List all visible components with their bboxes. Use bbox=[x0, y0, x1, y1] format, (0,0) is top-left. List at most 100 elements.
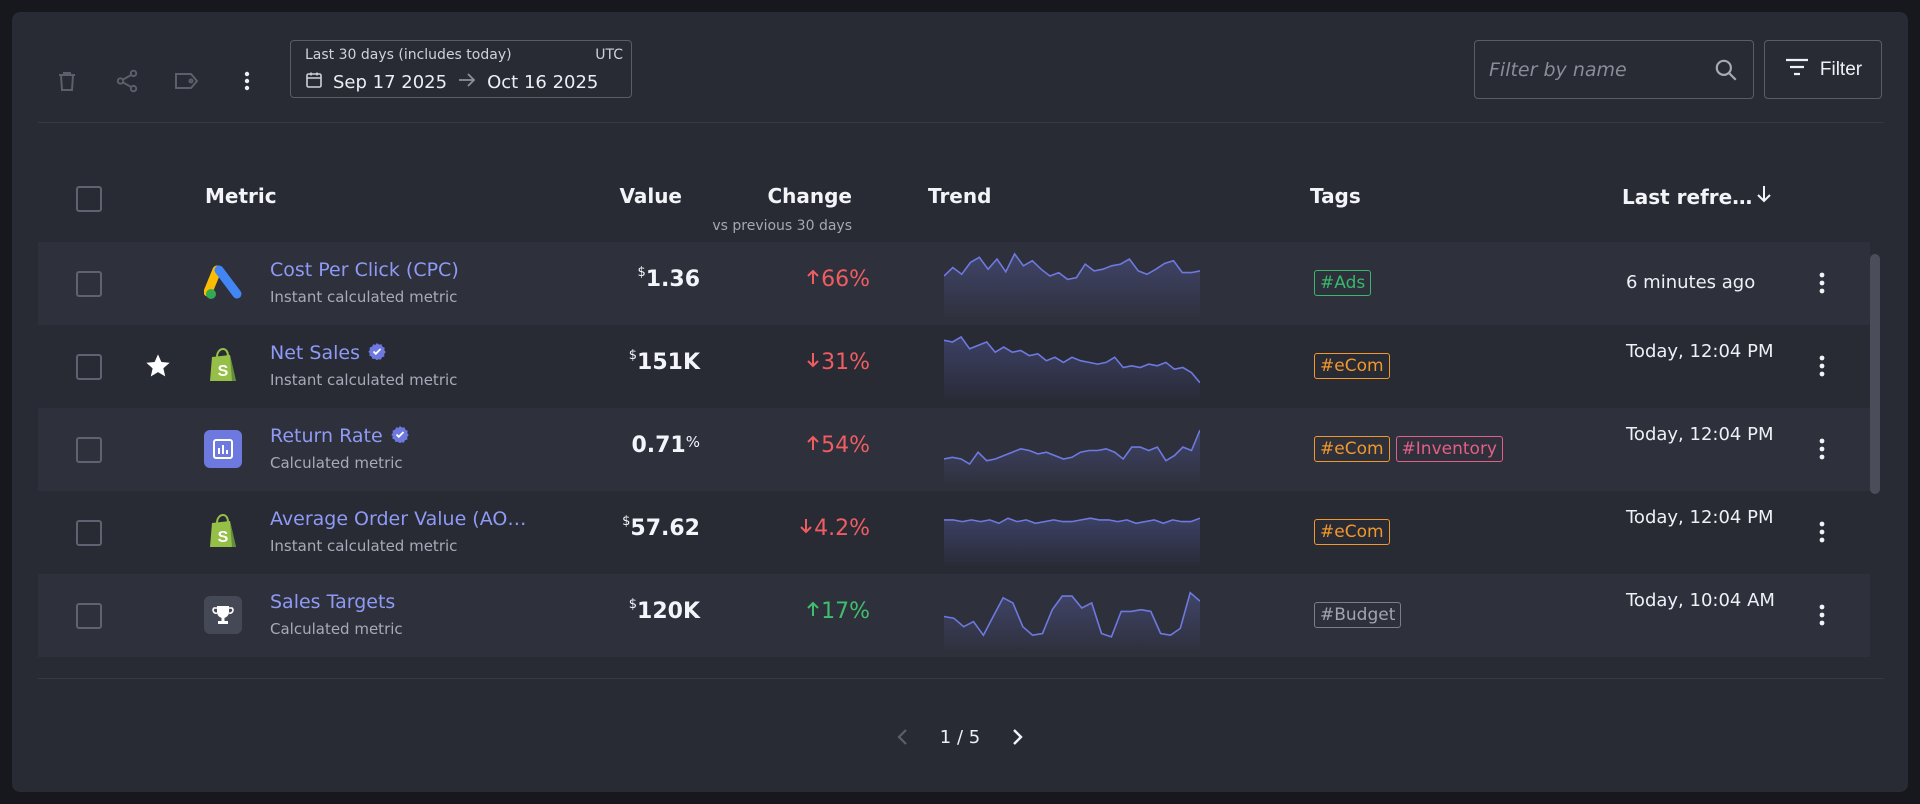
header-last-refreshed[interactable]: Last refre… bbox=[1622, 184, 1772, 209]
value-prefix: $ bbox=[637, 265, 646, 280]
sparkline-line bbox=[944, 252, 1200, 281]
filter-button[interactable]: Filter bbox=[1764, 40, 1882, 99]
trend-sparkline bbox=[944, 517, 1200, 566]
sparkline-line bbox=[944, 335, 1200, 384]
last-refreshed: 6 minutes ago bbox=[1626, 272, 1756, 293]
scrollbar[interactable] bbox=[1870, 254, 1880, 494]
row-menu-icon[interactable] bbox=[1810, 270, 1834, 300]
tag-list: #Ads bbox=[1314, 270, 1372, 296]
tag-list: #eCom bbox=[1314, 519, 1390, 545]
metric-value: $151K bbox=[628, 348, 700, 375]
metric-name-link[interactable]: Average Order Value (AO… bbox=[270, 508, 527, 530]
more-vert-icon[interactable] bbox=[230, 64, 264, 98]
value-main: 151K bbox=[637, 350, 700, 375]
metric-value: 0.71% bbox=[631, 433, 700, 458]
verified-badge-icon bbox=[390, 425, 409, 447]
header-trend[interactable]: Trend bbox=[928, 184, 992, 208]
metric-name-link[interactable]: Return Rate bbox=[270, 425, 383, 447]
metric-name-link[interactable]: Sales Targets bbox=[270, 591, 396, 613]
tag-list: #Budget bbox=[1314, 602, 1402, 628]
row-checkbox[interactable] bbox=[76, 520, 102, 546]
header-last-refreshed-label: Last refre… bbox=[1622, 184, 1753, 209]
trend-sparkline bbox=[944, 335, 1200, 400]
trend-sparkline bbox=[944, 591, 1200, 649]
last-refreshed: Today, 12:04 PM bbox=[1626, 341, 1774, 362]
metric-name-link[interactable]: Net Sales bbox=[270, 342, 360, 364]
tag-list: #eCom bbox=[1314, 353, 1390, 379]
date-end: Oct 16 2025 bbox=[487, 72, 599, 93]
row-menu-icon[interactable] bbox=[1810, 602, 1834, 632]
change-value: 31% bbox=[821, 350, 870, 375]
sparkline-line bbox=[944, 517, 1200, 525]
date-range-caption: Last 30 days (includes today) bbox=[305, 47, 512, 63]
header-value[interactable]: Value bbox=[619, 184, 682, 208]
sparkline-area bbox=[944, 592, 1200, 649]
change-value: 4.2% bbox=[814, 516, 870, 541]
table-row[interactable]: S Net Sales Instant calculated metric $151K… bbox=[38, 325, 1870, 408]
tag-chip[interactable]: #Budget bbox=[1314, 602, 1402, 628]
metric-description: Calculated metric bbox=[270, 454, 403, 472]
trash-icon[interactable] bbox=[50, 64, 84, 98]
tag-chip[interactable]: #eCom bbox=[1314, 353, 1390, 379]
table-row[interactable]: Sales Targets Calculated metric $120K 17% #B… bbox=[38, 574, 1870, 657]
header-tags[interactable]: Tags bbox=[1310, 184, 1361, 208]
row-menu-icon[interactable] bbox=[1810, 436, 1834, 466]
value-prefix: $ bbox=[628, 597, 638, 612]
table-row[interactable]: Return Rate Calculated metric 0.71% 54% #eCo… bbox=[38, 408, 1870, 491]
metric-name-link[interactable]: Cost Per Click (CPC) bbox=[270, 259, 459, 281]
trend-sparkline bbox=[944, 252, 1200, 317]
svg-text:S: S bbox=[218, 529, 229, 546]
metric-change: 66% bbox=[805, 267, 870, 292]
tag-chip[interactable]: #Ads bbox=[1314, 270, 1372, 296]
value-prefix: $ bbox=[628, 348, 638, 363]
arrow-up-icon bbox=[805, 433, 821, 458]
change-value: 17% bbox=[821, 599, 870, 624]
table-row[interactable]: Cost Per Click (CPC) Instant calculated m… bbox=[38, 242, 1870, 325]
arrow-down-icon bbox=[1756, 184, 1772, 209]
search-icon[interactable] bbox=[1713, 57, 1739, 87]
tag-icon[interactable] bbox=[170, 64, 204, 98]
value-main: 57.62 bbox=[630, 516, 700, 541]
tag-list: #eCom #Inventory bbox=[1314, 436, 1503, 462]
row-checkbox[interactable] bbox=[76, 603, 102, 629]
chevron-left-icon[interactable] bbox=[886, 720, 920, 754]
arrow-down-icon bbox=[798, 516, 814, 541]
sparkline-line bbox=[944, 429, 1200, 466]
row-menu-icon[interactable] bbox=[1810, 519, 1834, 549]
metrics-panel: Last 30 days (includes today) UTC Sep 17… bbox=[12, 12, 1908, 792]
select-all-checkbox[interactable] bbox=[76, 186, 102, 212]
metric-change: 54% bbox=[805, 433, 870, 458]
last-refreshed: Today, 12:04 PM bbox=[1626, 424, 1774, 445]
date-range-picker[interactable]: Last 30 days (includes today) UTC Sep 17… bbox=[290, 40, 632, 98]
value-prefix: $ bbox=[622, 514, 631, 529]
header-change-sub: vs previous 30 days bbox=[712, 218, 852, 234]
metric-change: 4.2% bbox=[798, 516, 870, 541]
toolbar-divider bbox=[38, 122, 1884, 123]
share-icon[interactable] bbox=[110, 64, 144, 98]
tag-chip[interactable]: #Inventory bbox=[1395, 436, 1503, 462]
shopify-logo: S bbox=[204, 347, 242, 385]
tag-chip[interactable]: #eCom bbox=[1314, 519, 1390, 545]
value-suffix: % bbox=[685, 433, 700, 451]
table-row[interactable]: S Average Order Value (AO… Instant calcula… bbox=[38, 491, 1870, 574]
change-value: 54% bbox=[821, 433, 870, 458]
row-checkbox[interactable] bbox=[76, 271, 102, 297]
row-checkbox[interactable] bbox=[76, 437, 102, 463]
page-indicator: 1 / 5 bbox=[939, 726, 981, 748]
search-input[interactable] bbox=[1475, 41, 1705, 98]
header-metric[interactable]: Metric bbox=[205, 184, 277, 208]
sparkline-area bbox=[944, 336, 1200, 400]
sparkline-line bbox=[944, 591, 1200, 638]
row-menu-icon[interactable] bbox=[1810, 353, 1834, 383]
metric-description: Instant calculated metric bbox=[270, 288, 458, 306]
value-main: 120K bbox=[637, 599, 700, 624]
tag-chip[interactable]: #eCom bbox=[1314, 436, 1390, 462]
last-refreshed: Today, 10:04 AM bbox=[1626, 590, 1775, 611]
trophy-logo bbox=[204, 596, 242, 634]
star-icon[interactable] bbox=[144, 352, 172, 384]
metric-description: Instant calculated metric bbox=[270, 371, 458, 389]
row-checkbox[interactable] bbox=[76, 354, 102, 380]
header-change[interactable]: Change bbox=[767, 184, 852, 208]
chevron-right-icon[interactable] bbox=[1000, 720, 1034, 754]
sparkline-area bbox=[944, 430, 1200, 483]
